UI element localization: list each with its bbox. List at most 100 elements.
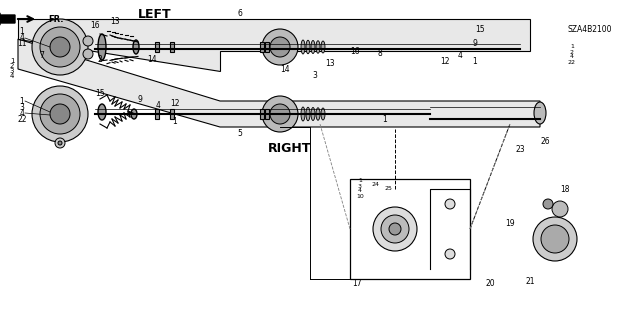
- Text: 2: 2: [570, 49, 574, 55]
- Text: 9: 9: [472, 40, 477, 48]
- Text: 4: 4: [20, 108, 24, 117]
- Bar: [260, 42, 264, 52]
- Circle shape: [58, 141, 62, 145]
- Circle shape: [389, 223, 401, 235]
- Text: 5: 5: [237, 130, 243, 138]
- Bar: [155, 42, 159, 52]
- Text: SZA4B2100: SZA4B2100: [568, 25, 612, 33]
- Ellipse shape: [301, 40, 305, 54]
- Text: LEFT: LEFT: [138, 8, 172, 20]
- Text: 6: 6: [237, 10, 243, 19]
- Ellipse shape: [321, 41, 325, 53]
- Ellipse shape: [98, 34, 106, 60]
- Ellipse shape: [306, 40, 310, 54]
- Text: 12: 12: [440, 56, 450, 65]
- Text: 3: 3: [20, 102, 24, 112]
- Text: 4: 4: [358, 189, 362, 194]
- Text: 1: 1: [383, 115, 387, 123]
- Circle shape: [270, 37, 290, 57]
- Bar: [155, 109, 159, 119]
- Polygon shape: [18, 19, 530, 71]
- Text: 22: 22: [17, 115, 27, 123]
- Text: 11: 11: [17, 40, 27, 48]
- Bar: [170, 42, 174, 52]
- Circle shape: [541, 225, 569, 253]
- Text: 25: 25: [384, 187, 392, 191]
- Text: 21: 21: [525, 278, 535, 286]
- Text: 1: 1: [20, 97, 24, 106]
- Circle shape: [262, 96, 298, 132]
- Circle shape: [270, 104, 290, 124]
- Text: 1: 1: [472, 56, 477, 65]
- Text: 18: 18: [560, 184, 570, 194]
- Circle shape: [373, 207, 417, 251]
- Text: 14: 14: [280, 64, 290, 73]
- Text: 15: 15: [95, 90, 105, 99]
- Text: 13: 13: [110, 18, 120, 26]
- Text: 1: 1: [173, 116, 177, 125]
- Bar: [265, 109, 269, 119]
- Circle shape: [40, 94, 80, 134]
- Ellipse shape: [306, 107, 310, 121]
- Ellipse shape: [321, 108, 325, 120]
- Bar: [260, 109, 264, 119]
- Ellipse shape: [133, 40, 139, 54]
- Circle shape: [32, 19, 88, 75]
- Ellipse shape: [534, 102, 546, 124]
- Text: 2: 2: [10, 63, 14, 69]
- Text: 26: 26: [540, 137, 550, 145]
- Bar: [265, 42, 269, 52]
- Text: 1: 1: [570, 44, 574, 49]
- Ellipse shape: [301, 107, 305, 121]
- Bar: [170, 109, 174, 119]
- Text: 23: 23: [515, 145, 525, 153]
- Circle shape: [40, 27, 80, 67]
- Text: 14: 14: [147, 55, 157, 63]
- Circle shape: [445, 199, 455, 209]
- Ellipse shape: [311, 108, 315, 121]
- Text: 16: 16: [350, 47, 360, 56]
- Bar: [350, 179, 470, 279]
- Text: 9: 9: [138, 95, 143, 105]
- Text: 4: 4: [20, 33, 24, 42]
- Circle shape: [83, 36, 93, 46]
- Text: 24: 24: [371, 182, 379, 187]
- Text: 1: 1: [20, 27, 24, 36]
- Text: 3: 3: [10, 68, 14, 74]
- Text: 3: 3: [358, 183, 362, 189]
- Text: 13: 13: [325, 60, 335, 69]
- Text: 15: 15: [475, 26, 485, 34]
- Ellipse shape: [316, 108, 320, 120]
- Text: 3: 3: [312, 71, 317, 80]
- Circle shape: [543, 199, 553, 209]
- Text: 4: 4: [10, 73, 14, 79]
- FancyArrow shape: [0, 13, 15, 25]
- Text: 1: 1: [10, 58, 14, 64]
- Circle shape: [32, 86, 88, 142]
- Text: RIGHT: RIGHT: [268, 143, 312, 155]
- Text: 16: 16: [90, 21, 100, 31]
- Text: 20: 20: [485, 279, 495, 288]
- Text: 19: 19: [505, 219, 515, 228]
- Text: 17: 17: [352, 279, 362, 288]
- Ellipse shape: [131, 109, 137, 119]
- Text: 12: 12: [170, 100, 180, 108]
- Ellipse shape: [316, 41, 320, 53]
- Text: FR.: FR.: [48, 14, 63, 24]
- Text: 22: 22: [568, 60, 576, 64]
- Text: 10: 10: [356, 194, 364, 198]
- Circle shape: [55, 138, 65, 148]
- Text: 4: 4: [570, 55, 574, 60]
- Circle shape: [533, 217, 577, 261]
- Circle shape: [445, 249, 455, 259]
- Ellipse shape: [311, 41, 315, 54]
- Circle shape: [381, 215, 409, 243]
- Text: 1: 1: [358, 179, 362, 183]
- Circle shape: [83, 49, 93, 59]
- Circle shape: [50, 104, 70, 124]
- Text: 4: 4: [458, 51, 463, 61]
- Circle shape: [50, 37, 70, 57]
- Polygon shape: [18, 39, 540, 127]
- Text: 7: 7: [40, 51, 44, 61]
- Circle shape: [262, 29, 298, 65]
